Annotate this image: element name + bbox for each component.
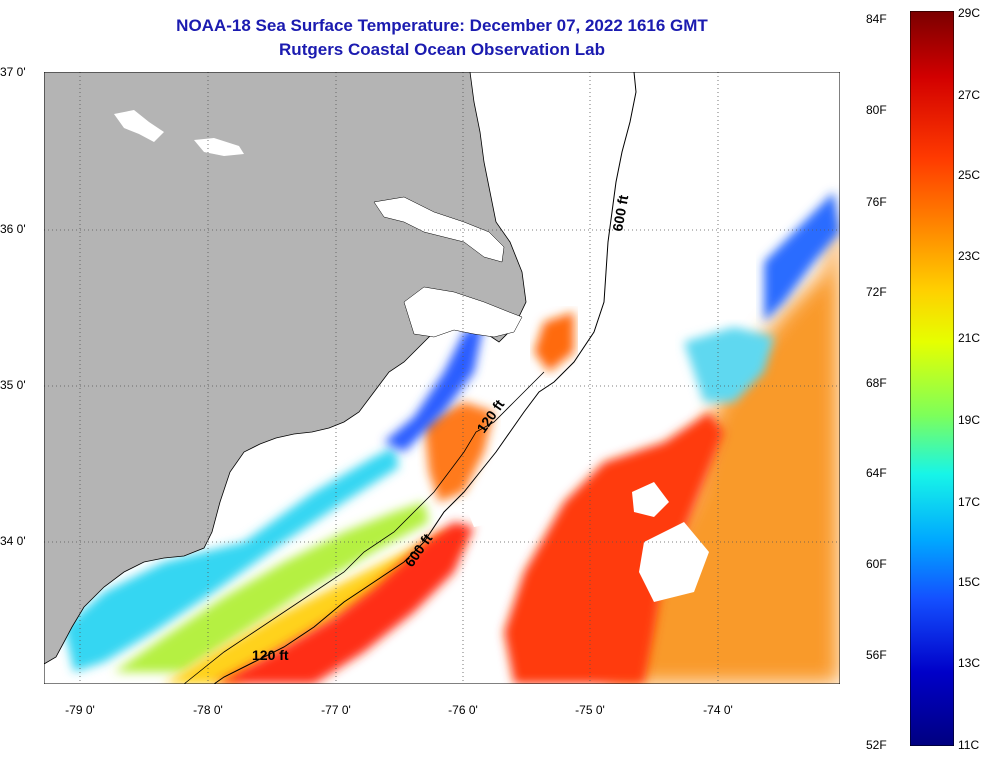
lon-label-76: -76 0': [448, 703, 478, 717]
lat-label-35: 35 0': [0, 378, 26, 392]
sst-field: [64, 192, 840, 684]
cbar-c-29: 29C: [958, 6, 981, 20]
title-line-2: Rutgers Coastal Ocean Observation Lab: [279, 40, 605, 59]
cbar-c-27: 27C: [958, 88, 981, 102]
sst-cape-warm: [424, 402, 494, 502]
colorbar: [910, 11, 954, 746]
cbar-f-68: 68F: [866, 376, 887, 390]
cloud-patch-1: [632, 482, 669, 517]
sst-cold-filament: [764, 192, 840, 322]
inland-lake-2: [194, 138, 244, 156]
cbar-f-52: 52F: [866, 738, 887, 752]
lon-label-78: -78 0': [193, 703, 223, 717]
lon-label-79: -79 0': [65, 703, 95, 717]
sst-shelf-red: [214, 522, 474, 684]
cbar-f-80: 80F: [866, 103, 887, 117]
isobath-label-600-north: 600 ft: [609, 193, 631, 232]
lon-label-77: -77 0': [321, 703, 351, 717]
lon-label-74: -74 0': [703, 703, 733, 717]
inland-lake-1: [114, 110, 164, 142]
graticule: [44, 72, 840, 684]
lat-label-37: 37 0': [0, 65, 26, 79]
cbar-c-25: 25C: [958, 168, 981, 182]
cbar-f-56: 56F: [866, 648, 887, 662]
lat-label-34: 34 0': [0, 534, 26, 548]
cbar-c-23: 23C: [958, 249, 981, 263]
sst-shelf-yellow: [164, 532, 464, 684]
cbar-f-60: 60F: [866, 557, 887, 571]
albemarle-sound: [373, 196, 505, 263]
cbar-f-64: 64F: [866, 466, 887, 480]
lon-label-75: -75 0': [575, 703, 605, 717]
cbar-c-13: 13C: [958, 656, 981, 670]
cloud-patch-3: [464, 497, 499, 527]
sst-cool-patch: [684, 327, 774, 402]
colorbar-gradient: [910, 11, 954, 746]
cbar-f-72: 72F: [866, 285, 887, 299]
cbar-c-19: 19C: [958, 413, 981, 427]
sst-map[interactable]: 600 ft 120 ft 600 ft 120 ft: [44, 72, 840, 684]
sst-nearshore-blue: [384, 322, 484, 452]
sst-shelf-cyan: [64, 447, 399, 672]
title-line-1: NOAA-18 Sea Surface Temperature: Decembe…: [176, 16, 708, 35]
isobath-600ft: [213, 72, 637, 684]
cbar-f-76: 76F: [866, 195, 887, 209]
lat-label-36: 36 0': [0, 222, 26, 236]
isobath-120ft: [183, 371, 545, 684]
isobath-label-120-south: 120 ft: [252, 647, 289, 663]
cbar-c-21: 21C: [958, 331, 981, 345]
cbar-f-84: 84F: [866, 12, 887, 26]
cbar-c-11: 11C: [958, 738, 980, 752]
sst-gulfstream-east: [504, 412, 724, 684]
sst-mid-warm: [534, 312, 574, 372]
cbar-c-15: 15C: [958, 575, 981, 589]
sst-shelf-green: [114, 502, 429, 672]
cbar-c-17: 17C: [958, 495, 981, 509]
